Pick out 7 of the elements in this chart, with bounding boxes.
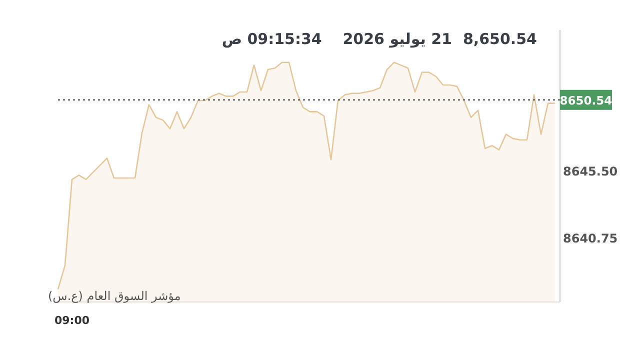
chart-title: 8,650.54 bbox=[462, 30, 537, 48]
ref-line-label: 8650.54 bbox=[560, 93, 612, 108]
y-tick-label: 8640.75 bbox=[563, 231, 618, 246]
x-tick-label: 09:00 bbox=[54, 314, 90, 327]
chart-subtitle: 21 يوليو 2026 09:15:34 ص bbox=[222, 30, 452, 48]
y-tick-label: 8645.50 bbox=[563, 164, 618, 178]
annotation: مؤشر السوق العام (ع.س) bbox=[48, 289, 181, 303]
